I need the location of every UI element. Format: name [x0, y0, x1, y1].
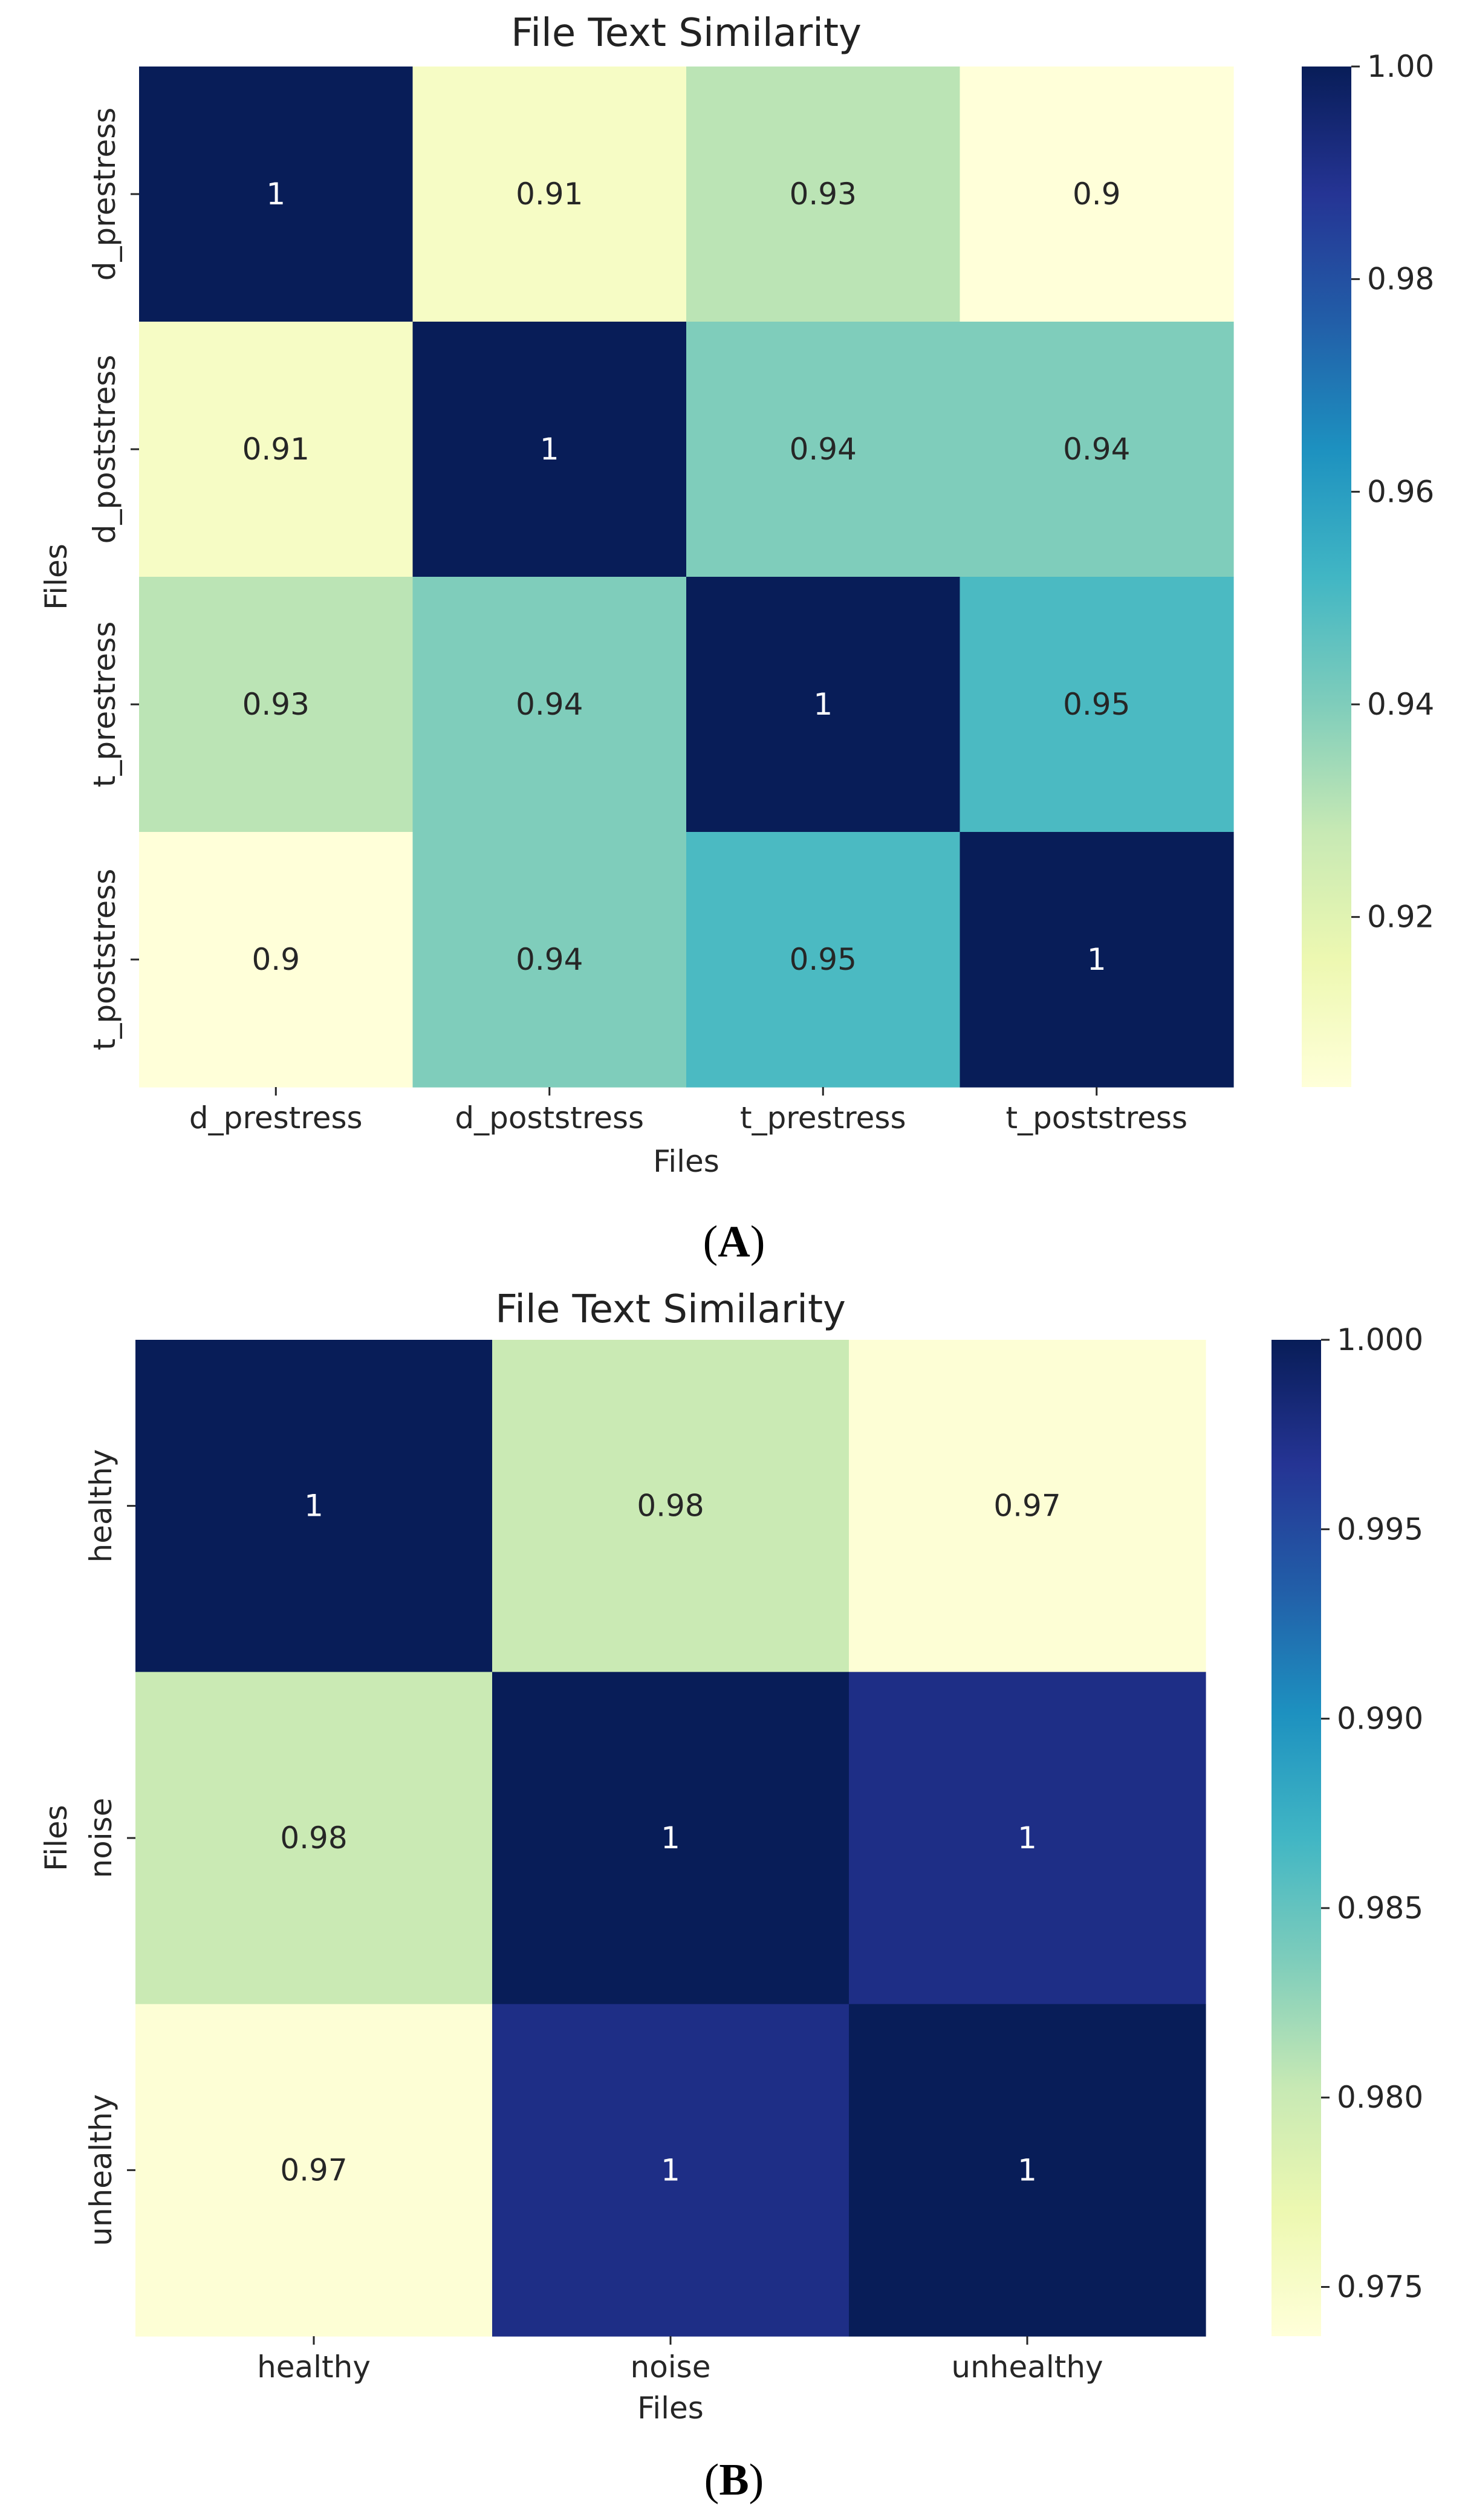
heatmap-cell: [686, 67, 961, 322]
cell-annotation: 0.94: [516, 687, 583, 722]
colorbar-tick-label: 0.975: [1337, 2270, 1423, 2305]
heatmap-cell: [135, 1672, 493, 2005]
colorbar-tick-label: 0.96: [1367, 474, 1434, 509]
heatmap-cell: [849, 2004, 1206, 2337]
chart-title: File Text Similarity: [495, 1287, 846, 1332]
cell-annotation: 1: [1087, 942, 1106, 977]
cell-annotation: 0.94: [516, 942, 583, 977]
y-axis-label: Files: [39, 544, 74, 610]
x-axis-label: Files: [653, 1144, 719, 1179]
heatmap-cell: [412, 577, 687, 833]
panel-label-letter: A: [718, 1217, 750, 1267]
colorbar-tick-label: 1.000: [1337, 1322, 1423, 1357]
panel-label-letter: B: [719, 2455, 749, 2505]
heatmap-cell: [139, 322, 414, 577]
x-tick-label: t_poststress: [1005, 1100, 1187, 1135]
y-tick-label: t_prestress: [87, 622, 122, 788]
cell-annotation: 0.95: [790, 942, 857, 977]
colorbar-tick-label: 0.995: [1337, 1512, 1423, 1547]
heatmap-cell: [849, 1672, 1206, 2005]
cell-annotation: 0.93: [242, 687, 310, 722]
x-tick-label: healthy: [257, 2350, 371, 2385]
heatmap-cell: [139, 577, 414, 833]
heatmap-cell: [492, 1340, 849, 1672]
chart-title: File Text Similarity: [511, 11, 862, 56]
colorbar: [1302, 67, 1351, 1087]
x-tick-label: d_prestress: [189, 1100, 363, 1135]
colorbar-tick-label: 1.00: [1367, 49, 1434, 84]
cell-annotation: 1: [661, 1820, 680, 1856]
y-tick-label: d_prestress: [87, 108, 122, 281]
heatmap-cell: [960, 577, 1234, 833]
heatmap-cell: [849, 1340, 1206, 1672]
y-tick-label: healthy: [83, 1449, 119, 1563]
heatmap-cell: [686, 322, 961, 577]
colorbar-tick-label: 0.990: [1337, 1701, 1423, 1736]
heatmap-cell: [492, 2004, 849, 2337]
y-tick-label: unhealthy: [83, 2094, 119, 2246]
colorbar-tick-label: 0.92: [1367, 900, 1434, 935]
y-tick-label: d_poststress: [87, 355, 122, 544]
cell-annotation: 1: [813, 687, 833, 722]
panel-label-open: (: [703, 1217, 718, 1267]
heatmap-panel-b: File Text Similarity 1 0.98 0.97 0.98 1 1 0.97 1…: [39, 1287, 1423, 2505]
cell-annotation: 0.98: [280, 1820, 347, 1856]
cell-annotation: 0.94: [790, 432, 857, 467]
cell-annotation: 1: [540, 432, 559, 467]
colorbar-tick-label: 0.980: [1337, 2080, 1423, 2115]
cell-annotation: 0.9: [252, 942, 300, 977]
cell-annotation: 1: [661, 2152, 680, 2187]
x-axis-label: Files: [637, 2391, 704, 2426]
cell-annotation: 0.94: [1063, 432, 1130, 467]
colorbar-tick-label: 0.985: [1337, 1891, 1423, 1926]
heatmap-cell: [960, 67, 1234, 322]
x-tick-label: d_poststress: [455, 1100, 644, 1135]
panel-label-open: (: [704, 2455, 719, 2505]
heatmap-cell: [139, 832, 414, 1088]
y-axis-label: Files: [39, 1805, 74, 1871]
cell-annotation: 0.95: [1063, 687, 1130, 722]
x-tick-label: unhealthy: [951, 2350, 1103, 2385]
cell-annotation: 0.98: [637, 1489, 704, 1524]
cell-annotation: 0.97: [280, 2152, 347, 2187]
heatmap-cell: [412, 832, 687, 1088]
cell-annotation: 1: [1018, 2152, 1037, 2187]
cell-annotation: 0.93: [790, 177, 857, 212]
y-tick-label: t_poststress: [87, 869, 122, 1051]
cell-annotation: 1: [304, 1489, 323, 1524]
cell-annotation: 1: [266, 177, 285, 212]
heatmap-cell: [412, 322, 687, 577]
cell-annotation: 0.91: [242, 432, 310, 467]
heatmap-cell: [139, 67, 414, 322]
cell-annotation: 1: [1018, 1820, 1037, 1856]
colorbar: [1272, 1340, 1321, 2336]
heatmap-cell: [492, 1672, 849, 2005]
heatmap-cell: [686, 577, 961, 833]
x-tick-label: t_prestress: [740, 1100, 906, 1135]
x-tick-label: noise: [631, 2350, 711, 2385]
heatmap-cell: [135, 1340, 493, 1672]
panel-label: (A): [703, 1217, 765, 1267]
heatmap-cell: [686, 832, 961, 1088]
colorbar-tick-label: 0.98: [1367, 262, 1434, 297]
heatmap-cell: [960, 832, 1234, 1088]
heatmap-cell: [135, 2004, 493, 2337]
cell-annotation: 0.97: [993, 1489, 1060, 1524]
heatmap-cell: [412, 67, 687, 322]
y-tick-label: noise: [83, 1798, 119, 1879]
cell-annotation: 0.9: [1073, 177, 1121, 212]
cell-annotation: 0.91: [516, 177, 583, 212]
colorbar-tick-label: 0.94: [1367, 687, 1434, 722]
panel-label: (B): [704, 2455, 764, 2505]
heatmap-cell: [960, 322, 1234, 577]
panel-label-close: ): [749, 2455, 764, 2505]
panel-label-close: ): [750, 1217, 765, 1267]
